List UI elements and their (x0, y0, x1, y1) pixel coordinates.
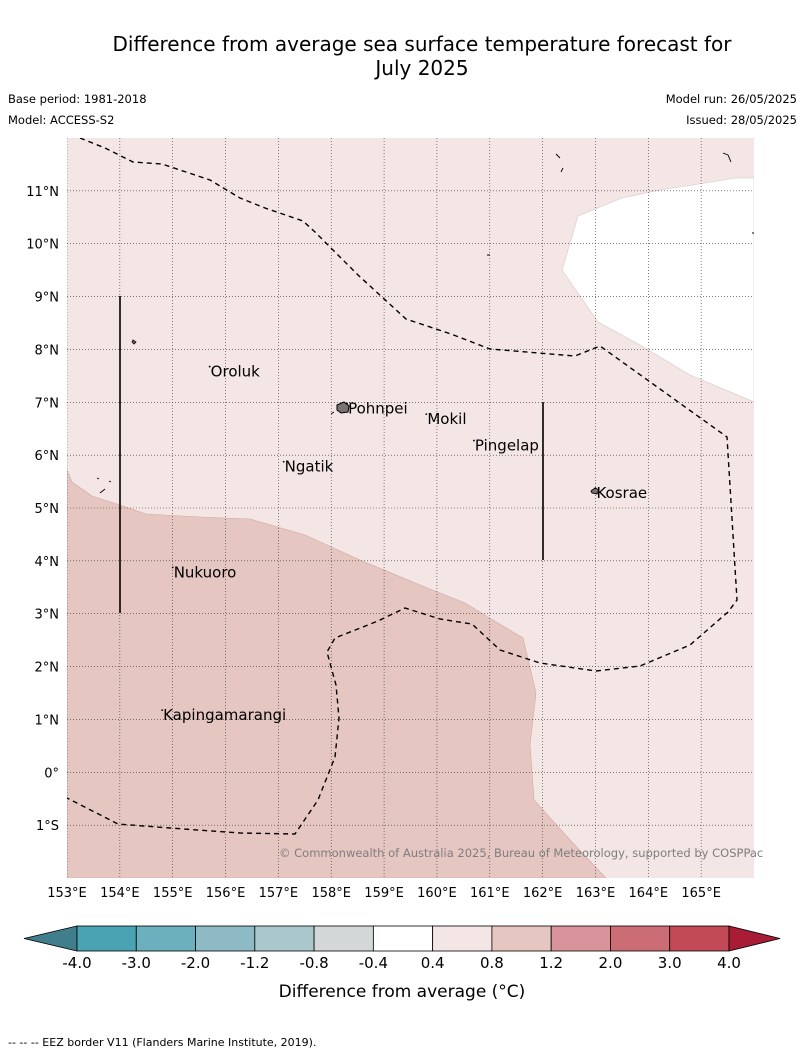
colorbar-tick-label: 0.4 (421, 954, 445, 972)
place-labels: Oroluk Pohnpei Mokil Pingelap Ngatik Kosrae Nu… (161, 363, 647, 724)
sst-anomaly-map: Oroluk Pohnpei Mokil Pingelap Ngatik Kosrae Nu… (23, 138, 781, 1002)
map-title-line2: July 2025 (375, 56, 469, 80)
latitude-tick-label: 1°N (35, 713, 60, 728)
copyright-notice: © Commonwealth of Australia 2025, Bureau… (279, 846, 763, 860)
kosrae-island-shape (590, 487, 600, 495)
colorbar-tick-label: -1.2 (240, 954, 269, 972)
colorbar-segment (135, 925, 196, 952)
place-marker (282, 460, 285, 463)
longitude-tick-label: 156°E (206, 886, 246, 901)
base-period: Base period: 1981-2018 (8, 92, 147, 106)
place-label: Pingelap (475, 437, 539, 455)
anomaly-band-neutral (561, 177, 754, 403)
longitude-tick-label: 157°E (259, 886, 299, 901)
colorbar: -4.0 -3.0 -2.0 -1.2 -0.8 -0.4 0.4 0.8 1.2 2.0 3.0 4… (23, 925, 781, 972)
longitude-tick-label: 162°E (523, 886, 563, 901)
colorbar-segment (76, 925, 137, 952)
colorbar-segment (195, 925, 256, 952)
longitude-tick-label: 164°E (629, 886, 669, 901)
small-islands (96, 152, 754, 494)
colorbar-tick-label: -3.0 (122, 954, 151, 972)
colorbar-segment (550, 925, 611, 952)
colorbar-segment (313, 925, 374, 952)
colorbar-tick-label: -2.0 (181, 954, 210, 972)
longitude-tick-label: 153°E (47, 886, 87, 901)
place-label: Mokil (427, 410, 466, 428)
colorbar-tick-label: 0.8 (480, 954, 504, 972)
colorbar-tick-label: -0.8 (299, 954, 328, 972)
colorbar-segment (254, 925, 315, 952)
longitude-tick-label: 165°E (681, 886, 721, 901)
longitude-labels: 153°E 154°E 155°E 156°E 157°E 158°E 159°E 160°E… (47, 886, 721, 901)
map-title: Difference from average sea surface temp… (0, 32, 804, 80)
colorbar-segment (669, 925, 730, 952)
place-marker (473, 439, 475, 442)
colorbar-tick-label: 3.0 (658, 954, 682, 972)
small-atoll-shape (131, 339, 137, 345)
colorbar-segment (372, 925, 434, 952)
colorbar-label: Difference from average (°C) (279, 982, 526, 1002)
colorbar-high-extension (728, 925, 781, 952)
latitude-tick-label: 10°N (26, 238, 59, 253)
place-marker (346, 402, 348, 405)
issued-date: Issued: 28/05/2025 (686, 113, 797, 127)
colorbar-tick-label: -0.4 (359, 954, 388, 972)
colorbar-tick-label: 2.0 (599, 954, 623, 972)
colorbar-tick-label: 4.0 (717, 954, 741, 972)
latitude-tick-label: 1°S (36, 819, 59, 834)
colorbar-segment (432, 925, 493, 952)
colorbar-segment (491, 925, 552, 952)
latitude-tick-label: 2°N (35, 661, 60, 676)
longitude-tick-label: 163°E (576, 886, 616, 901)
map-area: Oroluk Pohnpei Mokil Pingelap Ngatik Kosrae Nu… (67, 138, 754, 878)
place-label: Kapingamarangi (163, 706, 286, 724)
place-marker (208, 365, 211, 368)
colorbar-segment (610, 925, 671, 952)
eez-footnote: -- -- -- EEZ border V11 (Flanders Marine… (8, 1036, 317, 1049)
place-marker (171, 566, 174, 569)
place-label: Oroluk (211, 363, 260, 381)
place-label: Ngatik (285, 458, 334, 476)
place-marker (594, 487, 597, 490)
latitude-labels: 11°N 10°N 9°N 8°N 7°N 6°N 5°N 4°N 3°N 2°N 1°N 0° 1°S (26, 185, 59, 834)
latitude-tick-label: 11°N (26, 185, 59, 200)
latitude-tick-label: 6°N (35, 449, 60, 464)
model-name: Model: ACCESS-S2 (8, 113, 115, 127)
model-run: Model run: 26/05/2025 (665, 92, 797, 106)
place-label: Nukuoro (174, 563, 237, 581)
longitude-tick-label: 160°E (417, 886, 457, 901)
place-marker (425, 413, 428, 416)
latitude-tick-label: 7°N (35, 396, 60, 411)
place-label: Kosrae (596, 484, 647, 502)
place-label: Pohnpei (348, 400, 408, 418)
latitude-tick-label: 5°N (35, 502, 60, 517)
latitude-tick-label: 8°N (35, 343, 60, 358)
longitude-tick-label: 154°E (100, 886, 140, 901)
latitude-tick-label: 9°N (35, 291, 60, 306)
latitude-tick-label: 0° (44, 766, 59, 781)
map-title-line1: Difference from average sea surface temp… (112, 32, 732, 56)
latitude-tick-label: 3°N (35, 608, 60, 623)
longitude-tick-label: 158°E (311, 886, 351, 901)
place-marker (161, 709, 164, 712)
longitude-tick-label: 155°E (153, 886, 193, 901)
colorbar-low-extension (23, 925, 78, 952)
latitude-tick-label: 4°N (35, 555, 60, 570)
longitude-tick-label: 161°E (470, 886, 510, 901)
colorbar-tick-label: 1.2 (539, 954, 563, 972)
pohnpei-island-shape (336, 401, 350, 414)
longitude-tick-label: 159°E (364, 886, 404, 901)
colorbar-tick-label: -4.0 (62, 954, 91, 972)
